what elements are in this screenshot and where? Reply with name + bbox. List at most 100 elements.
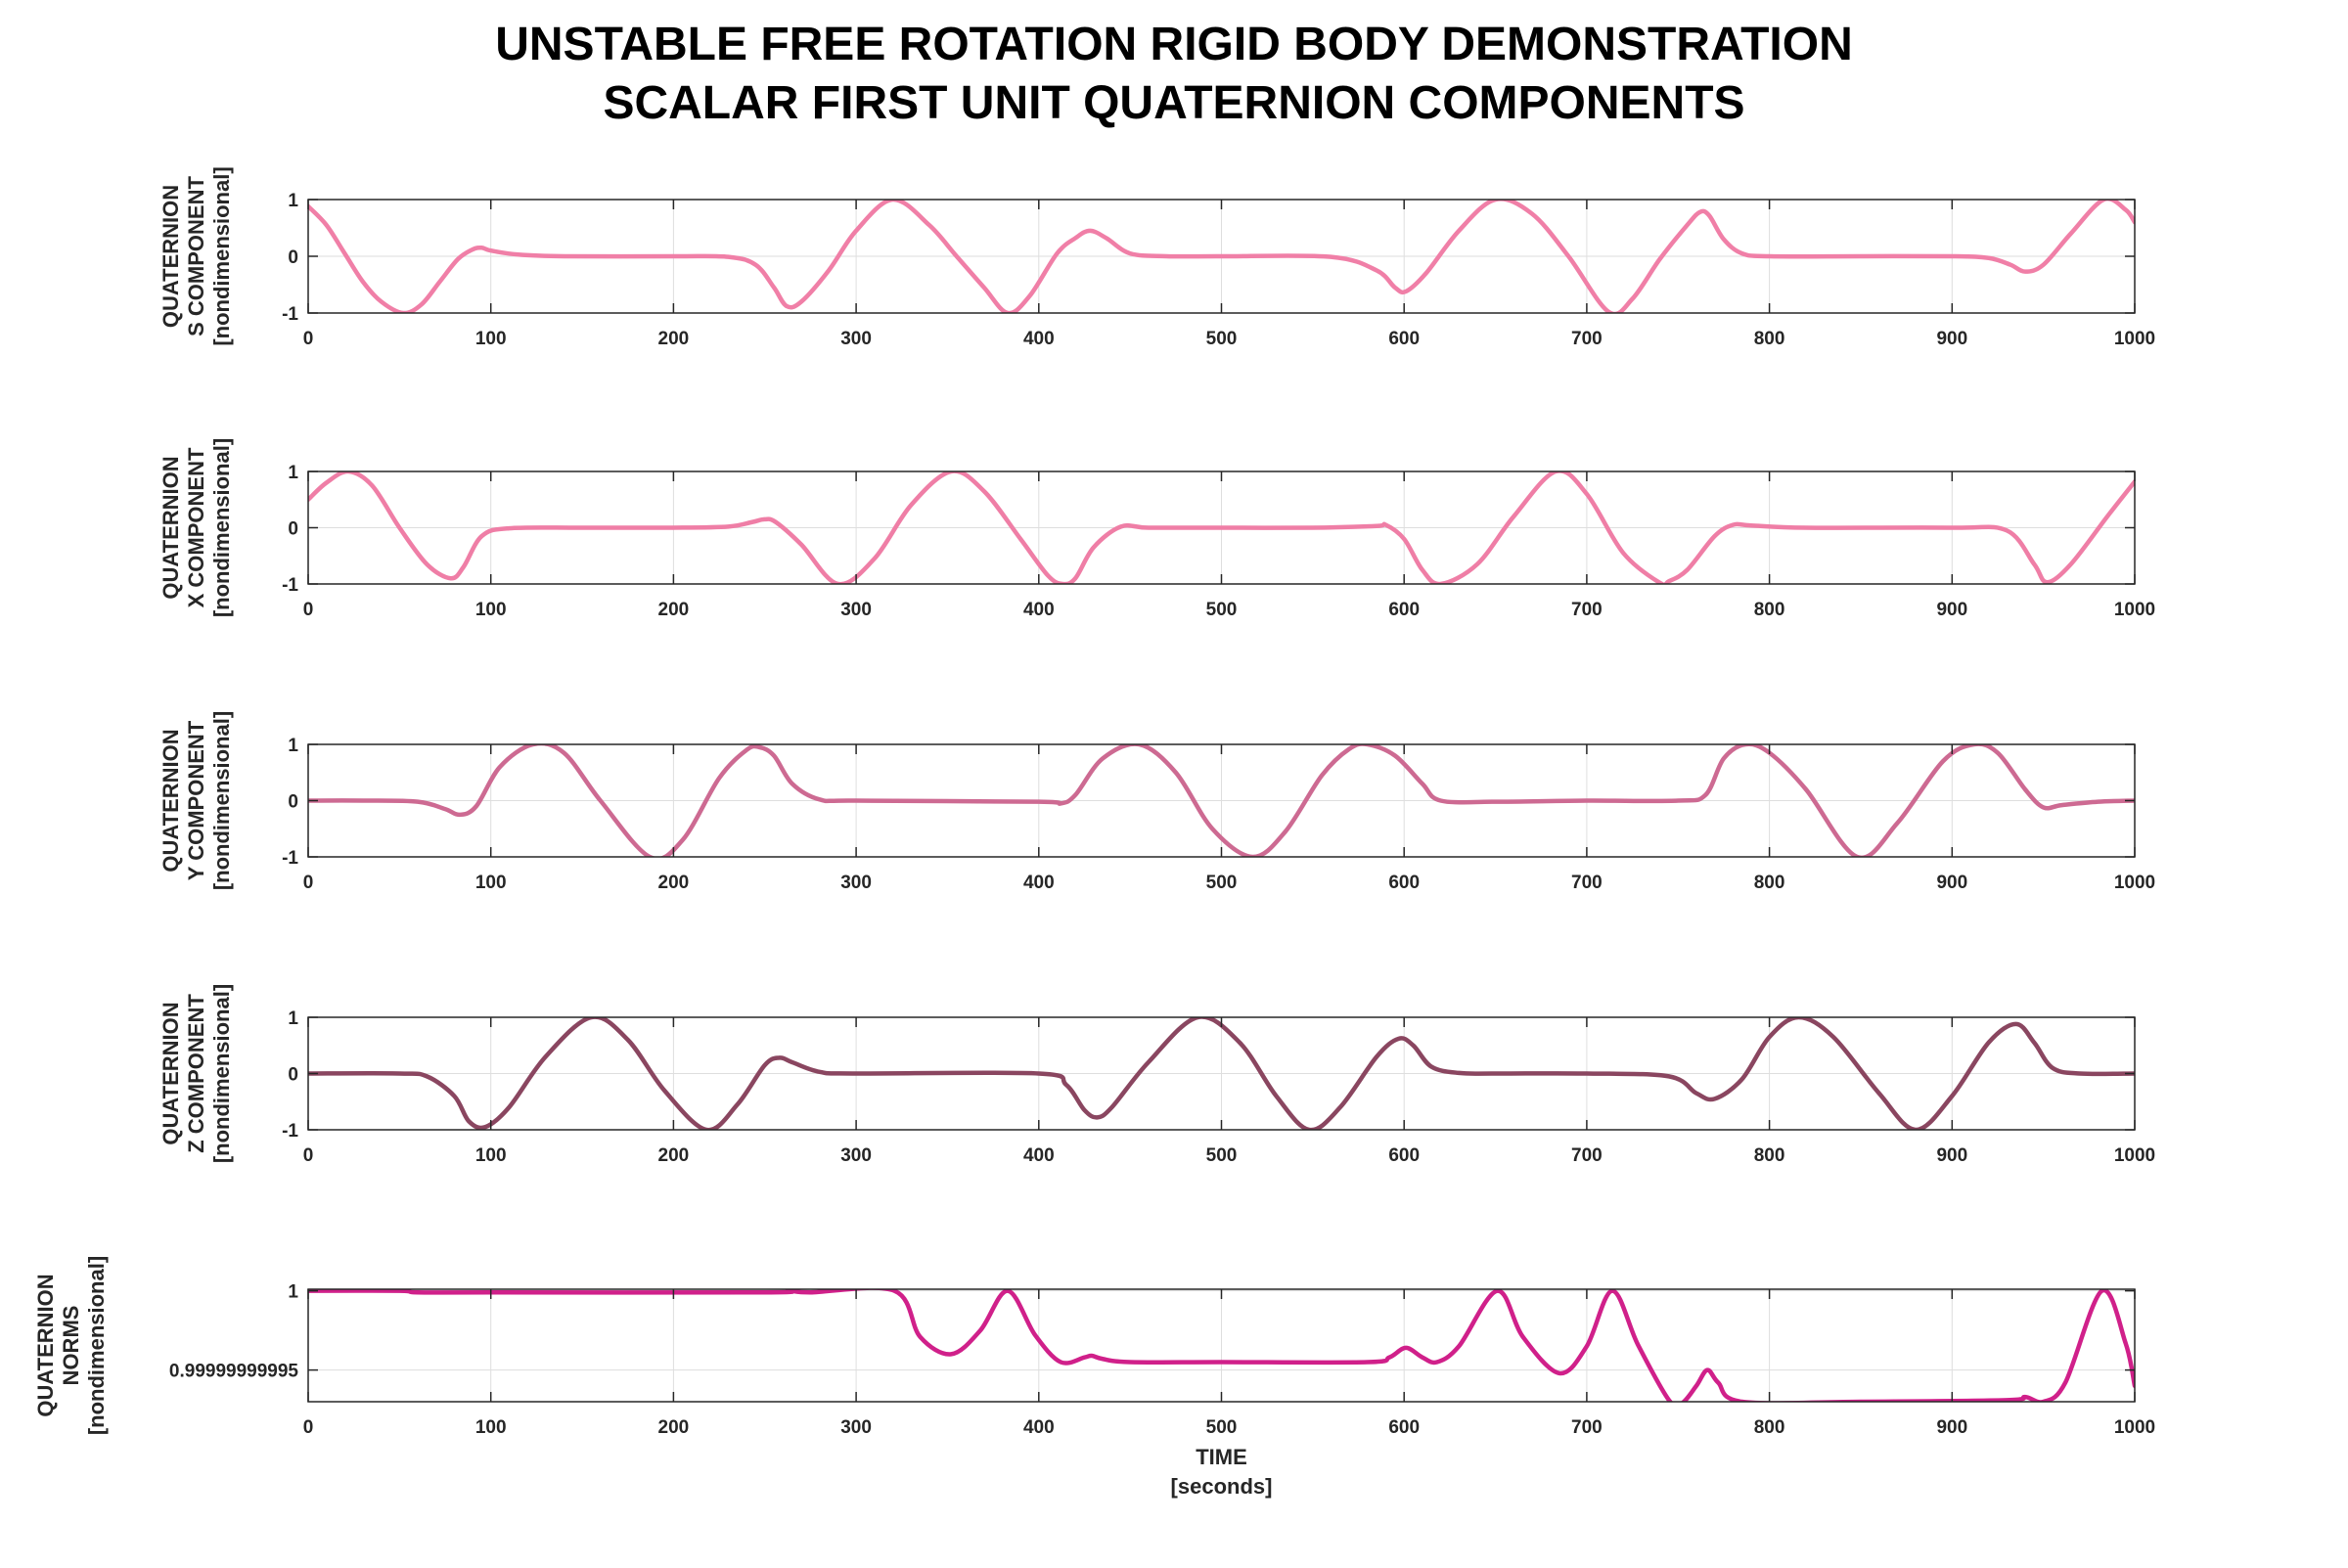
y-axis-label-line: QUATERNION (158, 729, 183, 872)
x-tick-label: 100 (475, 873, 507, 893)
subplot-4: 0 100 200 300 400 500 600 700 800 900 1000-101QUAT… (158, 984, 2155, 1166)
y-axis-label-line: S COMPONENT (184, 176, 208, 336)
y-axis-label-line: [nondimensional] (209, 711, 234, 890)
subplot-1: 0 100 200 300 400 500 600 700 800 900 1000-101QUAT… (158, 166, 2155, 349)
y-axis-label-line: [nondimensional] (209, 438, 234, 617)
y-tick-label: 0.99999999995 (169, 1362, 299, 1382)
y-axis-label-line: QUATERNION (33, 1274, 58, 1416)
y-axis-label: QUATERNIONY COMPONENT[nondimensional] (158, 711, 234, 890)
x-tick-label: 500 (1206, 1145, 1238, 1166)
y-axis-label-line: [nondimensional] (209, 166, 234, 345)
y-tick-label: -1 (282, 848, 298, 869)
y-axis-label-line: X COMPONENT (184, 447, 208, 607)
series-line (308, 200, 2135, 313)
x-axis-label-line: [seconds] (1171, 1474, 1273, 1499)
y-axis-label-line: Z COMPONENT (184, 994, 208, 1153)
x-tick-label: 400 (1023, 1417, 1055, 1438)
x-tick-label: 400 (1023, 329, 1055, 349)
x-tick-label: 600 (1388, 600, 1420, 620)
x-tick-label: 400 (1023, 873, 1055, 893)
x-tick-label: 600 (1388, 329, 1420, 349)
x-tick-label: 800 (1754, 600, 1785, 620)
subplot-3: 0 100 200 300 400 500 600 700 800 900 1000-101QUAT… (158, 711, 2155, 893)
x-tick-label: 0 (303, 1145, 314, 1166)
y-tick-label: -1 (282, 575, 298, 596)
x-tick-label: 1000 (2114, 873, 2155, 893)
y-axis-label-line: QUATERNION (158, 185, 183, 328)
y-axis-label-line: NORMS (59, 1306, 83, 1386)
y-tick-label: -1 (282, 304, 298, 325)
x-tick-label: 700 (1571, 1145, 1603, 1166)
figure-title-line-2: SCALAR FIRST UNIT QUATERNION COMPONENTS (603, 77, 1745, 129)
y-axis-label-line: Y COMPONENT (184, 720, 208, 880)
x-tick-label: 500 (1206, 600, 1238, 620)
x-tick-label: 900 (1936, 600, 1967, 620)
series-line (308, 1289, 2135, 1402)
y-axis-label-line: [nondimensional] (84, 1256, 109, 1435)
x-tick-label: 800 (1754, 1417, 1785, 1438)
y-tick-label: 0 (288, 792, 298, 813)
x-tick-label: 700 (1571, 329, 1603, 349)
x-tick-label: 700 (1571, 600, 1603, 620)
y-axis-label-line: [nondimensional] (209, 984, 234, 1163)
y-axis-label: QUATERNIONNORMS[nondimensional] (33, 1256, 109, 1435)
y-tick-label: 0 (288, 1065, 298, 1086)
series-line (308, 471, 2135, 584)
x-tick-label: 1000 (2114, 1145, 2155, 1166)
series-line (308, 1017, 2135, 1130)
x-tick-label: 100 (475, 1145, 507, 1166)
figure-title-line-1: UNSTABLE FREE ROTATION RIGID BODY DEMONS… (495, 19, 1853, 70)
x-tick-label: 800 (1754, 329, 1785, 349)
x-tick-label: 600 (1388, 1417, 1420, 1438)
x-tick-label: 400 (1023, 600, 1055, 620)
x-axis-label-line: TIME (1196, 1445, 1247, 1469)
x-tick-label: 100 (475, 329, 507, 349)
x-tick-label: 300 (840, 873, 872, 893)
x-tick-label: 300 (840, 329, 872, 349)
y-tick-label: 1 (288, 191, 298, 211)
y-axis-label-line: QUATERNION (158, 456, 183, 599)
y-tick-label: 1 (288, 736, 298, 756)
x-tick-label: 200 (658, 1145, 690, 1166)
x-tick-label: 300 (840, 600, 872, 620)
x-tick-label: 400 (1023, 1145, 1055, 1166)
x-tick-label: 500 (1206, 1417, 1238, 1438)
x-tick-label: 900 (1936, 329, 1967, 349)
x-tick-label: 1000 (2114, 600, 2155, 620)
x-tick-label: 0 (303, 329, 314, 349)
x-tick-label: 200 (658, 329, 690, 349)
x-tick-label: 200 (658, 873, 690, 893)
y-tick-label: -1 (282, 1121, 298, 1142)
x-tick-label: 900 (1936, 873, 1967, 893)
x-tick-label: 700 (1571, 1417, 1603, 1438)
y-tick-label: 0 (288, 247, 298, 268)
y-axis-label: QUATERNIONZ COMPONENT[nondimensional] (158, 984, 234, 1163)
x-tick-label: 1000 (2114, 329, 2155, 349)
x-tick-label: 900 (1936, 1145, 1967, 1166)
x-tick-label: 0 (303, 600, 314, 620)
x-tick-label: 100 (475, 600, 507, 620)
y-tick-label: 0 (288, 519, 298, 540)
x-tick-label: 300 (840, 1145, 872, 1166)
x-tick-label: 100 (475, 1417, 507, 1438)
subplot-5: 0 100 200 300 400 500 600 700 800 900 1000 0.999999… (33, 1256, 2155, 1499)
x-tick-label: 900 (1936, 1417, 1967, 1438)
x-tick-label: 0 (303, 873, 314, 893)
x-tick-label: 300 (840, 1417, 872, 1438)
y-axis-label: QUATERNIONX COMPONENT[nondimensional] (158, 438, 234, 617)
y-tick-label: 1 (288, 1282, 298, 1303)
x-tick-label: 200 (658, 600, 690, 620)
x-tick-label: 1000 (2114, 1417, 2155, 1438)
y-axis-label: QUATERNIONS COMPONENT[nondimensional] (158, 166, 234, 345)
x-tick-label: 800 (1754, 873, 1785, 893)
x-tick-label: 600 (1388, 873, 1420, 893)
y-tick-label: 1 (288, 1008, 298, 1029)
x-tick-label: 700 (1571, 873, 1603, 893)
x-tick-label: 500 (1206, 873, 1238, 893)
x-tick-label: 0 (303, 1417, 314, 1438)
x-tick-label: 500 (1206, 329, 1238, 349)
x-tick-label: 600 (1388, 1145, 1420, 1166)
x-tick-label: 800 (1754, 1145, 1785, 1166)
